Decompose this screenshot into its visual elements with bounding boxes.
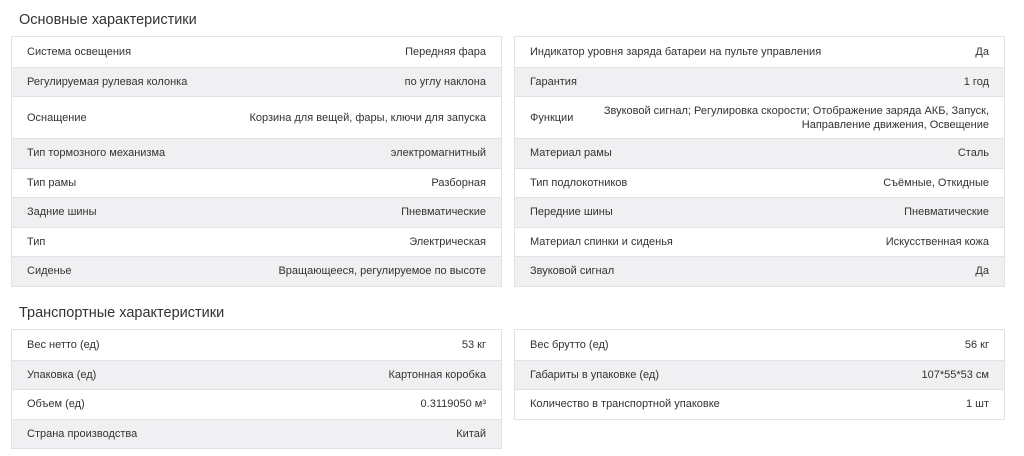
spec-value: 107*55*53 см [921,368,989,381]
spec-label: Оснащение [27,111,87,124]
spec-label: Страна производства [27,427,138,440]
spec-label: Материал рамы [530,147,612,160]
spec-label: Индикатор уровня заряда батареи на пульт… [530,45,822,58]
spec-row: Габариты в упаковке (ед) 107*55*53 см [515,359,1004,389]
spec-row: Вес нетто (ед) 53 кг [12,330,501,360]
spec-row: Передние шины Пневматические [515,197,1004,227]
spec-label: Тип рамы [27,176,77,189]
spec-label: Система освещения [27,45,132,58]
main-specs-left-table: Система освещения Передняя фара Регулируем… [11,36,502,287]
spec-value: 56 кг [964,338,989,351]
spec-row: Материал рамы Сталь [515,138,1004,168]
spec-row: Звуковой сигнал Да [515,256,1004,286]
spec-label: Тип [27,235,46,248]
spec-row: Вес брутто (ед) 56 кг [515,330,1004,360]
spec-label: Объем (ед) [27,398,85,411]
spec-label: Вес нетто (ед) [27,338,100,351]
section-title-transport: Транспортные характеристики [19,305,225,321]
spec-value: Корзина для вещей, фары, ключи для запус… [249,111,486,124]
spec-label: Гарантия [530,75,577,88]
spec-row: Страна производства Китай [12,418,501,448]
spec-row: Тип Электрическая [12,226,501,257]
spec-label: Сиденье [27,265,72,278]
spec-label: Вес брутто (ед) [530,338,609,351]
spec-row: Объем (ед) 0.3119050 м³ [12,389,501,419]
section-title-main: Основные характеристики [19,12,197,28]
spec-value: электромагнитный [390,147,486,160]
spec-row: Тип подлокотников Съёмные, Откидные [515,167,1004,198]
spec-row: Оснащение Корзина для вещей, фары, ключи … [12,96,501,138]
spec-value: Передняя фара [405,45,486,58]
spec-label: Тип подлокотников [530,176,628,189]
spec-value: 0.3119050 м³ [420,398,486,411]
spec-value: Искусственная кожа [885,235,989,248]
spec-label: Задние шины [27,206,97,219]
spec-label: Регулируемая рулевая колонка [27,75,188,88]
spec-row: Тип рамы Разборная [12,167,501,198]
transport-specs-right-table: Вес брутто (ед) 56 кг Габариты в упаковке … [514,329,1005,420]
spec-row: Функции Звуковой сигнал; Регулировка скор… [515,96,1004,138]
spec-row: Материал спинки и сиденья Искусственная к… [515,226,1004,257]
spec-value-line: Направление движения, Освещение [801,118,989,131]
spec-row: Количество в транспортной упаковке 1 шт [515,389,1004,419]
transport-specs-left-table: Вес нетто (ед) 53 кг Упаковка (ед) Картонна… [11,329,502,449]
spec-value: Картонная коробка [388,368,486,381]
spec-value: 1 шт [965,398,989,411]
spec-label: Упаковка (ед) [27,368,97,381]
spec-value: Китай [456,427,486,440]
spec-value: Звуковой сигнал; Регулировка скорости; О… [604,104,989,132]
spec-value: Вращающееся, регулируемое по высоте [278,265,486,278]
spec-value: Съёмные, Откидные [883,176,989,189]
spec-value: по углу наклона [404,75,486,88]
spec-label: Габариты в упаковке (ед) [530,368,659,381]
spec-label: Количество в транспортной упаковке [530,398,720,411]
spec-label: Функции [530,111,574,124]
spec-value: Да [975,45,989,58]
spec-value: Да [975,265,989,278]
spec-label: Тип тормозного механизма [27,147,166,160]
spec-value: 1 год [963,75,989,88]
spec-row: Индикатор уровня заряда батареи на пульт… [515,37,1004,67]
spec-value-line: Звуковой сигнал; Регулировка скорости; О… [603,104,989,117]
spec-value: Пневматические [904,206,989,219]
spec-row: Тип тормозного механизма электромагнитный [12,138,501,168]
spec-value: Разборная [431,176,486,189]
spec-value: Сталь [957,147,989,160]
spec-row: Гарантия 1 год [515,66,1004,96]
spec-label: Передние шины [530,206,613,219]
spec-value: Пневматические [401,206,486,219]
spec-value: 53 кг [461,338,486,351]
main-specs-right-table: Индикатор уровня заряда батареи на пульт… [514,36,1005,287]
spec-row: Регулируемая рулевая колонка по углу накл… [12,66,501,96]
spec-value: Электрическая [409,235,486,248]
spec-row: Задние шины Пневматические [12,197,501,227]
spec-row: Упаковка (ед) Картонная коробка [12,359,501,389]
spec-row: Система освещения Передняя фара [12,37,501,67]
spec-label: Материал спинки и сиденья [530,235,673,248]
spec-row: Сиденье Вращающееся, регулируемое по высо… [12,256,501,286]
spec-label: Звуковой сигнал [530,265,615,278]
